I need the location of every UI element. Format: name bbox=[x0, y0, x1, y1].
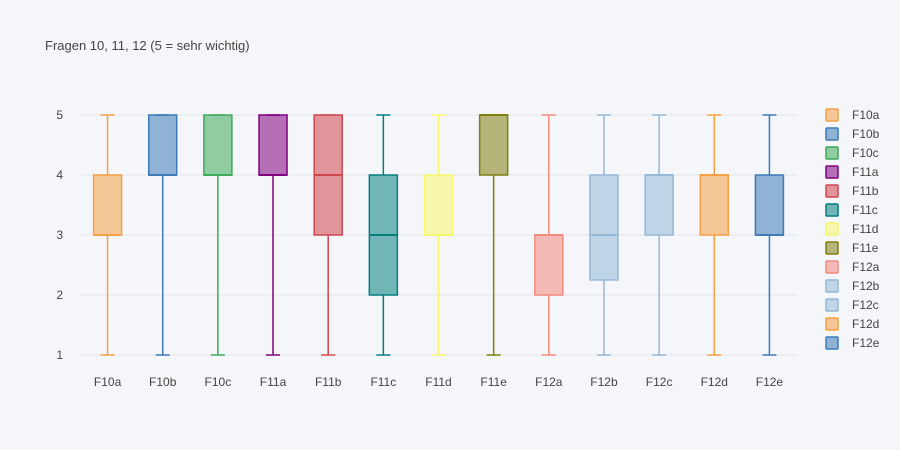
iqr-box bbox=[699, 174, 730, 236]
iqr-box bbox=[423, 174, 454, 236]
y-tick-label: 2 bbox=[56, 288, 63, 302]
legend-swatch bbox=[825, 203, 839, 217]
legend-item-f11a[interactable]: F11a bbox=[825, 165, 879, 179]
iqr-box bbox=[92, 174, 123, 236]
y-tick-label: 4 bbox=[56, 168, 63, 182]
legend-item-f11c[interactable]: F11c bbox=[825, 203, 878, 217]
y-tick-label: 3 bbox=[56, 228, 63, 242]
legend-swatch bbox=[825, 336, 839, 350]
box-f11a[interactable] bbox=[258, 114, 288, 356]
legend-item-f12e[interactable]: F12e bbox=[825, 336, 880, 350]
box-f12d[interactable] bbox=[699, 114, 730, 356]
x-tick-label: F11e bbox=[480, 375, 507, 389]
x-tick-label: F10c bbox=[205, 375, 232, 389]
legend-label: F10c bbox=[852, 146, 879, 160]
legend-label: F12b bbox=[852, 279, 880, 293]
legend-item-f10b[interactable]: F10b bbox=[825, 127, 880, 141]
x-tick-label: F11c bbox=[370, 375, 396, 389]
x-tick-label: F12c bbox=[646, 375, 673, 389]
y-tick-label: 1 bbox=[56, 348, 63, 362]
legend-label: F11a bbox=[852, 165, 879, 179]
legend-swatch bbox=[825, 222, 839, 236]
box-f11b[interactable] bbox=[313, 114, 343, 356]
y-axis: 1 2 3 4 5 bbox=[56, 108, 63, 362]
legend-swatch bbox=[825, 298, 839, 312]
legend-swatch bbox=[825, 165, 839, 179]
legend-item-f10c[interactable]: F10c bbox=[825, 146, 879, 160]
x-axis: F10a F10b F10c F11a F11b F11c F11d F11e F12a F12b… bbox=[94, 375, 784, 389]
legend-label: F12d bbox=[852, 317, 879, 331]
legend-swatch bbox=[825, 184, 839, 198]
legend-label: F10b bbox=[852, 127, 880, 141]
legend-item-f12a[interactable]: F12a bbox=[825, 260, 880, 274]
iqr-box bbox=[534, 234, 564, 296]
iqr-box bbox=[754, 174, 785, 236]
plot-area bbox=[92, 114, 785, 356]
box-f10c[interactable] bbox=[203, 114, 233, 356]
legend-swatch bbox=[825, 127, 839, 141]
box-f11e[interactable] bbox=[478, 114, 509, 356]
legend-item-f12b[interactable]: F12b bbox=[825, 279, 880, 293]
legend-label: F11e bbox=[852, 241, 879, 255]
iqr-box bbox=[644, 174, 674, 236]
iqr-box bbox=[478, 114, 509, 176]
legend-swatch bbox=[825, 146, 839, 160]
x-tick-label: F12d bbox=[701, 375, 728, 389]
x-tick-label: F12e bbox=[756, 375, 784, 389]
legend-item-f11b[interactable]: F11b bbox=[825, 184, 879, 198]
box-f10a[interactable] bbox=[92, 114, 123, 356]
legend-item-f12d[interactable]: F12d bbox=[825, 317, 879, 331]
legend-label: F12c bbox=[852, 298, 879, 312]
chart-title: Fragen 10, 11, 12 (5 = sehr wichtig) bbox=[45, 38, 250, 53]
legend-item-f10a[interactable]: F10a bbox=[825, 108, 880, 122]
legend-item-f11d[interactable]: F11d bbox=[825, 222, 878, 236]
box-f11d[interactable] bbox=[423, 114, 454, 356]
legend[interactable]: F10a F10b F10c F11a F11b F11c F11d F11e F12a F12b… bbox=[825, 108, 880, 350]
x-tick-label: F11b bbox=[315, 375, 342, 389]
x-tick-label: F11a bbox=[260, 375, 287, 389]
legend-swatch bbox=[825, 108, 839, 122]
box-f10b[interactable] bbox=[147, 114, 178, 356]
legend-label: F10a bbox=[852, 108, 880, 122]
iqr-box bbox=[589, 174, 619, 281]
legend-label: F12a bbox=[852, 260, 880, 274]
box-f12c[interactable] bbox=[644, 114, 674, 356]
legend-item-f12c[interactable]: F12c bbox=[825, 298, 879, 312]
legend-label: F12e bbox=[852, 336, 880, 350]
legend-swatch bbox=[825, 279, 839, 293]
legend-label: F11b bbox=[852, 184, 879, 198]
legend-label: F11c bbox=[852, 203, 878, 217]
box-f12a[interactable] bbox=[534, 114, 564, 356]
legend-label: F11d bbox=[852, 222, 878, 236]
legend-swatch bbox=[825, 260, 839, 274]
legend-swatch bbox=[825, 317, 839, 331]
x-tick-label: F10a bbox=[94, 375, 122, 389]
x-tick-label: F10b bbox=[149, 375, 177, 389]
iqr-box bbox=[203, 114, 233, 176]
x-tick-label: F11d bbox=[425, 375, 451, 389]
box-f12b[interactable] bbox=[589, 114, 619, 356]
box-f11c[interactable] bbox=[368, 114, 399, 356]
legend-item-f11e[interactable]: F11e bbox=[825, 241, 879, 255]
y-tick-label: 5 bbox=[56, 108, 63, 122]
iqr-box bbox=[147, 114, 178, 176]
box-f12e[interactable] bbox=[754, 114, 785, 356]
x-tick-label: F12b bbox=[590, 375, 618, 389]
legend-swatch bbox=[825, 241, 839, 255]
iqr-box bbox=[258, 114, 288, 176]
x-tick-label: F12a bbox=[535, 375, 563, 389]
